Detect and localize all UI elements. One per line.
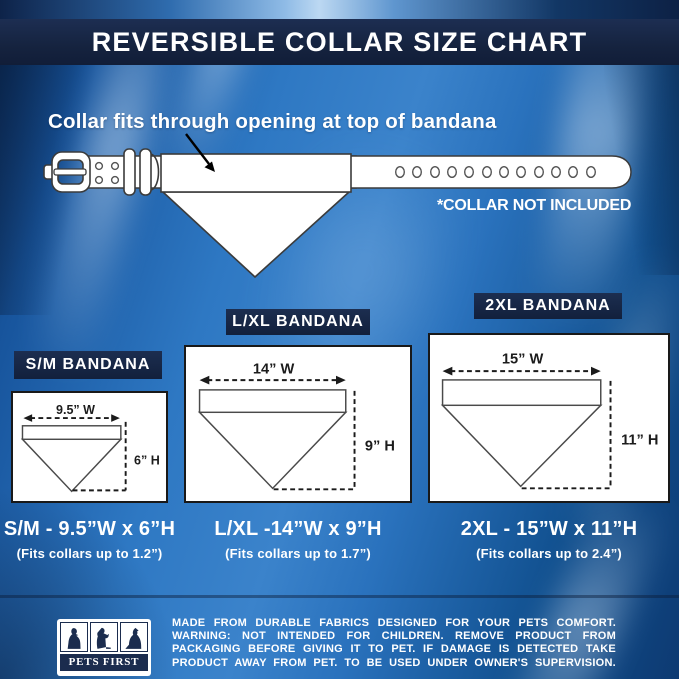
width-arrow-icon [442, 366, 601, 376]
height-dimension-lines [273, 390, 356, 491]
size-fit-note-lxl: (Fits collars up to 1.7”) [225, 546, 371, 561]
dog-icon-3 [120, 622, 148, 652]
instruction-text: Collar fits through opening at top of ba… [48, 110, 497, 133]
collar-eyelets [395, 165, 597, 178]
height-dimension-label: 6” H [134, 453, 160, 467]
width-dimension-label: 9.5” W [56, 403, 95, 417]
warning-line: PACKAGING BEFORE GIVING IT TO PET. IF DA… [172, 643, 616, 656]
background-shade [0, 65, 95, 315]
size-diagram-lxl: 14” W 9” H [197, 361, 395, 491]
collar-strap-right [349, 155, 632, 189]
arrow-down-icon [185, 133, 215, 172]
size-fit-note-sm: (Fits collars up to 1.2”) [16, 546, 163, 561]
dog-icon-2 [90, 622, 118, 652]
buckle-icon [43, 148, 160, 196]
dog-icon-1 [60, 622, 88, 652]
width-dimension-label: 15” W [502, 351, 544, 367]
width-dimension-label: 14” W [253, 361, 295, 377]
size-diagram-2xl: 15” W 11” H [440, 351, 659, 490]
footer-divider [0, 595, 679, 598]
height-dimension-lines [521, 380, 612, 490]
width-arrow-icon [199, 375, 346, 385]
bandana-outline [440, 379, 603, 488]
size-caption-2xl: 2XL - 15”W x 11”H [460, 518, 638, 540]
logo-text: PETS FIRST [60, 654, 148, 671]
size-caption-lxl: L/XL -14”W x 9”H [214, 518, 382, 540]
size-diagram-sm: 9.5” W 6” H [20, 403, 160, 493]
size-card-sm: 9.5” W 6” H [11, 391, 168, 503]
collar-strap-left [87, 155, 357, 189]
warning-line: PRODUCT AWAY FROM PET. TO BE USED UNDER … [172, 656, 616, 669]
bandana-outline [20, 425, 123, 493]
bandana-outline [197, 389, 348, 490]
header-bar: REVERSIBLE COLLAR SIZE CHART [0, 19, 679, 65]
page-title: REVERSIBLE COLLAR SIZE CHART [91, 26, 588, 57]
height-dimension-lines [72, 421, 127, 492]
size-card-2xl: 15” W 11” H [428, 333, 670, 503]
size-fit-note-2xl: (Fits collars up to 2.4”) [476, 546, 622, 561]
size-caption-sm: S/M - 9.5”W x 6”H [3, 518, 176, 540]
top-accent-strip [0, 0, 679, 19]
background-shade [604, 65, 679, 275]
size-label-sm: S/M BANDANA [14, 351, 162, 379]
warning-text: MADE FROM DURABLE FABRICS DESIGNED FOR Y… [172, 617, 616, 670]
size-card-lxl: 14” W 9” H [184, 345, 412, 503]
size-label-2xl: 2XL BANDANA [474, 293, 622, 319]
warning-line: MADE FROM DURABLE FABRICS DESIGNED FOR Y… [172, 617, 616, 629]
pets-first-logo: PETS FIRST [57, 619, 151, 676]
size-label-lxl: L/XL BANDANA [226, 309, 370, 335]
width-arrow-icon [23, 414, 120, 422]
warning-line: WARNING: NOT INTENDED FOR CHILDREN. REMO… [172, 630, 616, 643]
logo-dog-row [60, 622, 148, 652]
height-dimension-label: 11” H [621, 432, 658, 448]
collar-not-included-note: *COLLAR NOT INCLUDED [437, 197, 632, 214]
height-dimension-label: 9” H [365, 438, 395, 454]
bandana-icon [160, 153, 352, 279]
